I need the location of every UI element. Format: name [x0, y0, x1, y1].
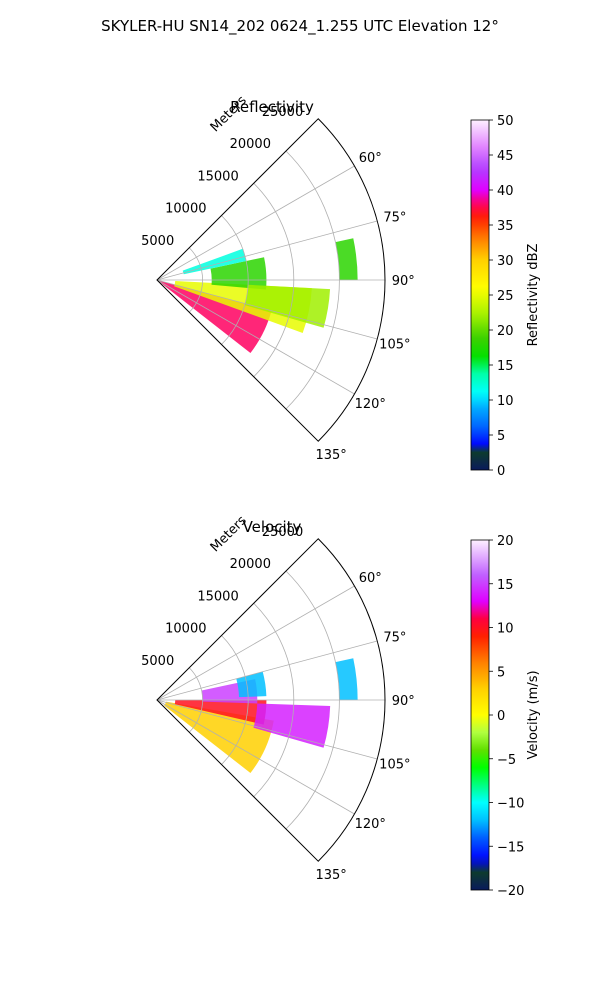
angle-tick-label: 135°	[315, 868, 346, 883]
echo-region	[236, 671, 267, 698]
radial-tick-label: 10000	[165, 622, 206, 637]
angle-tick-label: 120°	[355, 397, 386, 412]
colorbar-tick-label: 20	[497, 534, 514, 549]
echo-layer	[157, 238, 358, 353]
colorbar-tick-label: 15	[497, 359, 514, 374]
colorbar-tick-label: −15	[497, 840, 524, 855]
radial-tick-label: 10000	[165, 202, 206, 217]
colorbar-tick-label: −10	[497, 797, 524, 812]
echo-region	[174, 700, 267, 725]
colorbar-label: Reflectivity dBZ	[526, 244, 541, 347]
colorbar-tick-label: −5	[497, 753, 516, 768]
colorbar-tick-label: 25	[497, 289, 514, 304]
azimuth-gridline	[156, 585, 355, 701]
angle-tick-label: 105°	[379, 758, 410, 773]
figure-title: SKYLER-HU SN14_202 0624_1.255 UTC Elevat…	[101, 17, 499, 36]
colorbar-tick-label: 30	[497, 254, 514, 269]
angle-tick-label: 60°	[359, 151, 382, 166]
angle-tick-label: 135°	[315, 448, 346, 463]
angle-tick-label: 90°	[392, 694, 415, 709]
colorbar-tick-label: 45	[497, 149, 514, 164]
colorbar-tick-label: 5	[497, 665, 505, 680]
radial-tick-label: 5000	[141, 234, 174, 249]
angle-tick-label: 75°	[383, 210, 406, 225]
radial-tick-label: 15000	[197, 169, 238, 184]
echo-layer	[164, 658, 358, 773]
angle-tick-label: 105°	[379, 338, 410, 353]
radial-tick-label: 20000	[230, 557, 271, 572]
panel-title: Reflectivity	[230, 98, 314, 116]
colorbar-tick-label: 35	[497, 219, 514, 234]
colorbar: 0 5 10 15 20 25 30 35 40 45 50 Reflectivity dBZ	[470, 114, 541, 479]
azimuth-gridline	[156, 699, 378, 760]
radial-tick-label: 20000	[230, 137, 271, 152]
azimuth-gridline	[156, 640, 378, 701]
angle-tick-label: 120°	[355, 817, 386, 832]
colorbar: −20 −15 −10 −5 0 5 10 15 20 Velocity (m/s)	[470, 534, 541, 899]
echo-region	[335, 658, 358, 700]
echo-region	[182, 248, 247, 275]
sector-outline	[156, 118, 386, 442]
angle-tick-label: 75°	[383, 630, 406, 645]
colorbar-tick-label: 50	[497, 114, 514, 129]
panel-title: Velocity	[243, 518, 302, 536]
radial-tick-label: 25000	[262, 105, 303, 120]
radial-tick-label: 25000	[262, 525, 303, 540]
radial-tick-label: 5000	[141, 654, 174, 669]
azimuth-gridline	[156, 699, 355, 815]
angle-tick-label: 60°	[359, 571, 382, 586]
echo-region	[244, 284, 331, 328]
colorbar-tick-label: 10	[497, 622, 514, 637]
colorbar-tick-label: 5	[497, 429, 505, 444]
echo-region	[210, 257, 267, 290]
colorbar-label: Velocity (m/s)	[526, 670, 541, 759]
sector-outline	[156, 538, 386, 862]
echo-region	[157, 280, 272, 353]
colorbar-tick-label: 0	[497, 464, 505, 479]
azimuth-gridline	[156, 279, 378, 340]
azimuth-gridline	[156, 165, 355, 281]
colorbar-tick-label: −20	[497, 884, 524, 899]
colorbar-tick-label: 0	[497, 709, 505, 724]
radial-tick-label: 15000	[197, 589, 238, 604]
colorbar-tick-label: 20	[497, 324, 514, 339]
colorbar-scale	[470, 539, 490, 891]
angle-tick-label: 90°	[392, 274, 415, 289]
colorbar-tick-label: 15	[497, 578, 514, 593]
colorbar-scale	[470, 119, 490, 471]
panel-velocity: Velocity500010000150002000025000Meters60…	[141, 513, 541, 899]
echo-region	[335, 238, 358, 280]
colorbar-tick-label: 10	[497, 394, 514, 409]
colorbar-tick-label: 40	[497, 184, 514, 199]
panel-reflectivity: Reflectivity500010000150002000025000Mete…	[141, 93, 541, 479]
azimuth-gridline	[156, 220, 378, 281]
azimuth-gridline	[156, 279, 355, 395]
